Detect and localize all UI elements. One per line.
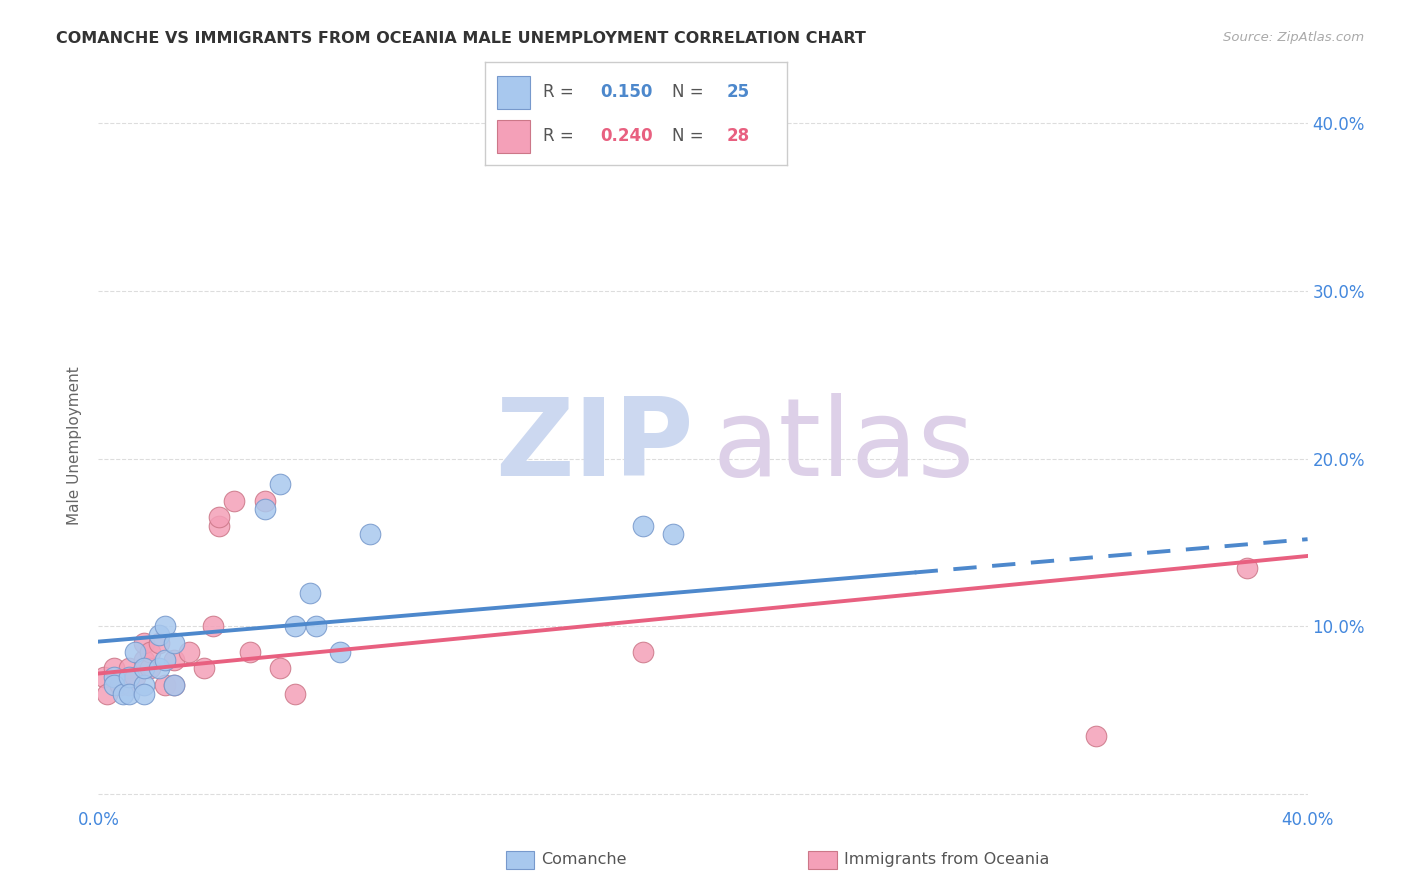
Point	[124, 645, 146, 659]
Text: Source: ZipAtlas.com: Source: ZipAtlas.com	[1223, 31, 1364, 45]
Point	[1085, 729, 1108, 743]
Text: 0.240: 0.240	[600, 128, 652, 145]
Point	[163, 653, 186, 667]
Point	[139, 661, 162, 675]
Point	[118, 687, 141, 701]
Point	[193, 661, 215, 675]
Point	[153, 678, 176, 692]
Point	[132, 661, 155, 675]
Text: ZIP: ZIP	[495, 393, 693, 499]
Point	[103, 661, 125, 675]
Point	[108, 678, 131, 692]
Point	[132, 678, 155, 692]
Point	[132, 653, 155, 667]
Bar	[498, 76, 530, 109]
Point	[284, 619, 307, 633]
Point	[208, 518, 231, 533]
Point	[631, 518, 654, 533]
Point	[111, 687, 134, 701]
Point	[103, 678, 125, 692]
Text: Immigrants from Oceania: Immigrants from Oceania	[844, 853, 1049, 867]
Point	[153, 619, 176, 633]
Text: N =: N =	[672, 83, 710, 101]
Point	[163, 636, 186, 650]
Point	[1236, 560, 1258, 574]
Point	[269, 476, 291, 491]
Point	[118, 678, 141, 692]
Point	[284, 687, 307, 701]
Point	[662, 527, 685, 541]
Text: Comanche: Comanche	[541, 853, 627, 867]
Text: COMANCHE VS IMMIGRANTS FROM OCEANIA MALE UNEMPLOYMENT CORRELATION CHART: COMANCHE VS IMMIGRANTS FROM OCEANIA MALE…	[56, 31, 866, 46]
Point	[103, 670, 125, 684]
Text: R =: R =	[543, 128, 578, 145]
Point	[124, 670, 146, 684]
Point	[132, 636, 155, 650]
Point	[360, 527, 382, 541]
Point	[93, 670, 115, 684]
Point	[269, 661, 291, 675]
Point	[179, 645, 201, 659]
Point	[253, 502, 276, 516]
Point	[148, 636, 170, 650]
Text: R =: R =	[543, 83, 578, 101]
Point	[118, 670, 141, 684]
Point	[148, 661, 170, 675]
Point	[96, 687, 118, 701]
Point	[163, 678, 186, 692]
Point	[118, 661, 141, 675]
Point	[148, 628, 170, 642]
Bar	[498, 120, 530, 153]
Text: N =: N =	[672, 128, 710, 145]
Point	[305, 619, 328, 633]
Point	[253, 493, 276, 508]
Point	[139, 645, 162, 659]
Point	[163, 678, 186, 692]
Point	[224, 493, 246, 508]
Point	[208, 510, 231, 524]
Point	[631, 645, 654, 659]
Text: 0.150: 0.150	[600, 83, 652, 101]
Text: atlas: atlas	[713, 393, 974, 499]
Point	[239, 645, 262, 659]
Point	[202, 619, 225, 633]
Text: 28: 28	[727, 128, 749, 145]
Y-axis label: Male Unemployment: Male Unemployment	[67, 367, 83, 525]
Point	[299, 586, 322, 600]
Point	[153, 653, 176, 667]
Point	[329, 645, 352, 659]
Text: 25: 25	[727, 83, 749, 101]
Point	[132, 687, 155, 701]
